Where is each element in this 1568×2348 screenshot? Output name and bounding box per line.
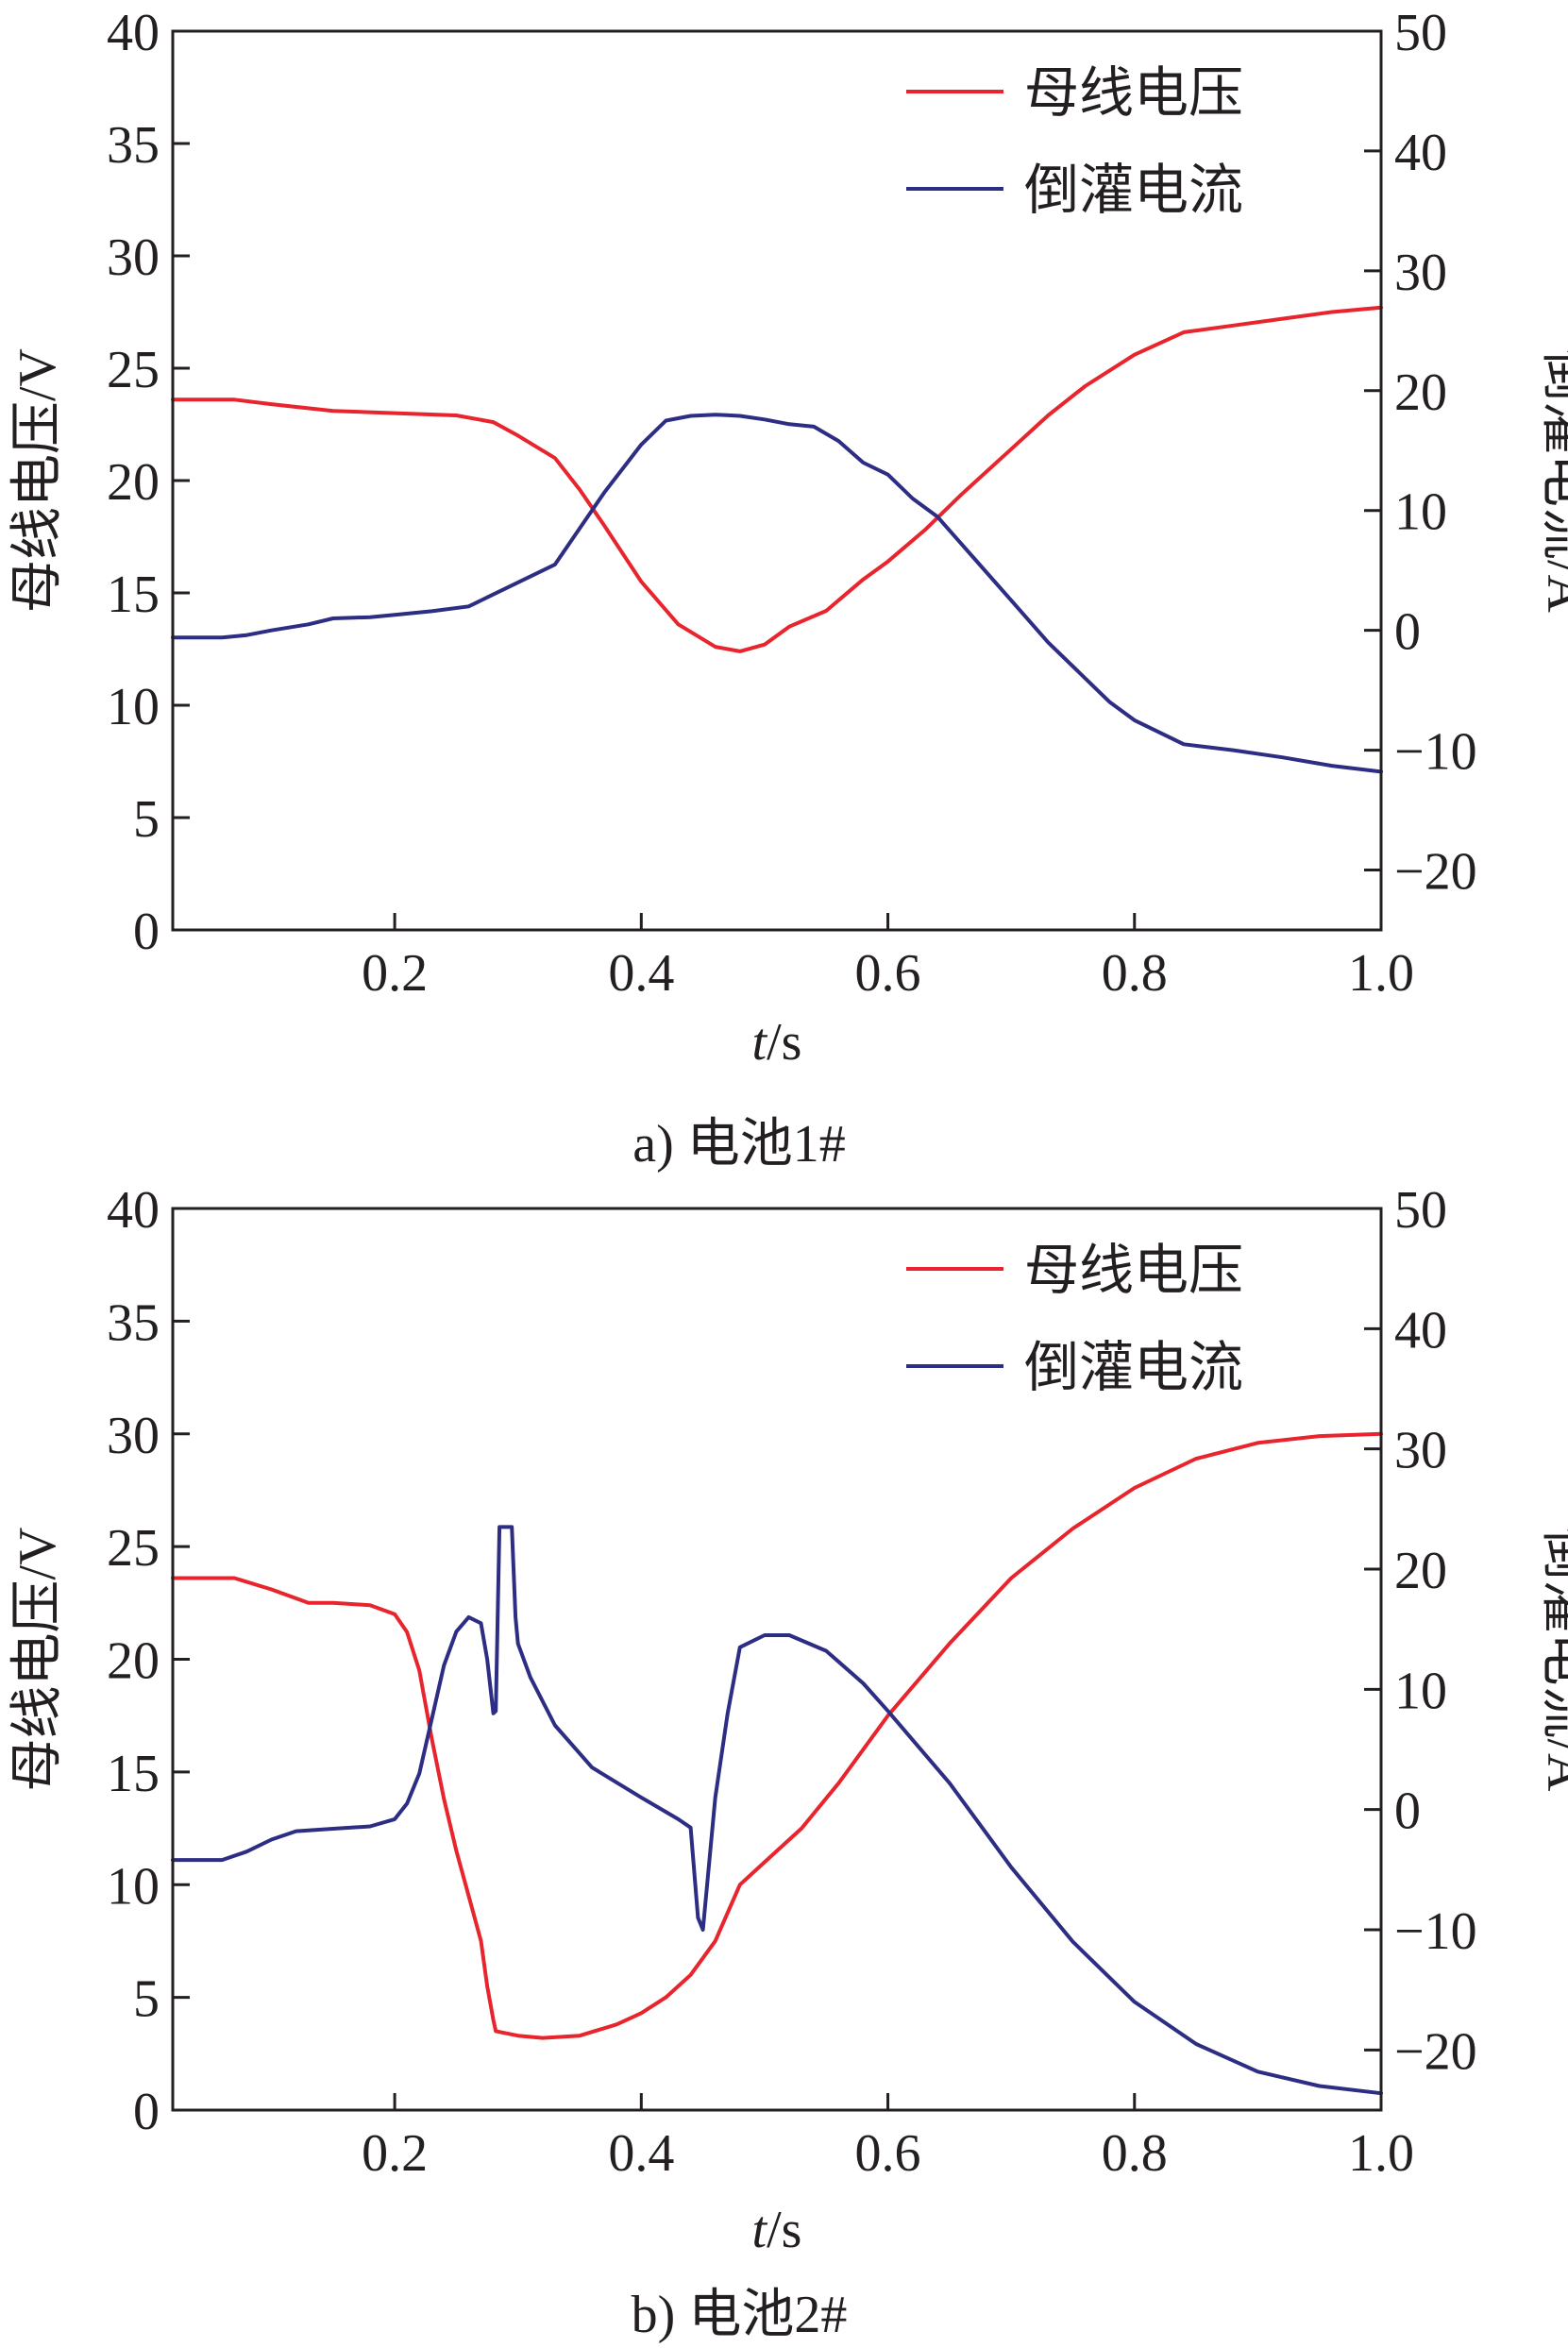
y2-tick-label: −10 xyxy=(1394,1902,1477,1961)
y2-tick-label: −20 xyxy=(1394,2022,1477,2081)
y-tick-label: 40 xyxy=(107,4,160,62)
left-axis-ticks: 0 5 10 15 20 25 30 35 40 xyxy=(107,4,190,961)
right-axis-title: 倒灌电流/A xyxy=(1536,348,1568,614)
y2-tick-label: 20 xyxy=(1394,363,1447,422)
y-tick-label: 0 xyxy=(133,2083,160,2141)
right-axis-title: 倒灌电流/A xyxy=(1536,1528,1568,1793)
left-axis-title: 母线电压/V xyxy=(8,1528,67,1792)
y2-tick-label: 40 xyxy=(1394,124,1447,182)
x-tick-label: 1.0 xyxy=(1348,944,1414,1003)
plot-area: 0.2 0.4 0.6 0.8 1.0 0 5 10 15 20 25 30 35 40 −20 −10 0… xyxy=(107,4,1477,1003)
y-tick-label: 10 xyxy=(107,678,160,736)
legend: 母线电压 倒灌电流 xyxy=(906,62,1243,221)
x-axis-title: t/s xyxy=(752,1013,802,1072)
legend-label-current: 倒灌电流 xyxy=(1024,160,1243,221)
y2-tick-label: 50 xyxy=(1394,4,1447,62)
y2-tick-label: 10 xyxy=(1394,1662,1447,1720)
y2-tick-label: 30 xyxy=(1394,1422,1447,1480)
y-tick-label: 30 xyxy=(107,228,160,287)
x-tick-label: 0.2 xyxy=(362,2124,428,2183)
y-tick-label: 35 xyxy=(107,1293,160,1352)
series-line-current xyxy=(171,1525,1383,2096)
x-axis-title-unit: /s xyxy=(767,2201,801,2259)
chart-caption: a) 电池1# xyxy=(632,1115,846,1174)
legend-label-voltage: 母线电压 xyxy=(1024,1240,1243,1301)
y-tick-label: 10 xyxy=(107,1857,160,1916)
plot-area: 0.2 0.4 0.6 0.8 1.0 0 5 10 15 20 25 30 35 40 −20 −10 0… xyxy=(107,1181,1477,2183)
x-tick-label: 0.6 xyxy=(855,2124,921,2183)
y2-tick-label: −10 xyxy=(1394,723,1477,782)
legend: 母线电压 倒灌电流 xyxy=(906,1240,1243,1398)
x-axis-title-var: t xyxy=(752,2201,768,2259)
y2-tick-label: 20 xyxy=(1394,1542,1447,1600)
y-tick-label: 20 xyxy=(107,453,160,512)
series-line-voltage xyxy=(171,305,1383,653)
x-tick-label: 0.4 xyxy=(608,2124,674,2183)
legend-label-voltage: 母线电压 xyxy=(1024,62,1243,124)
x-axis-ticks: 0.2 0.4 0.6 0.8 1.0 xyxy=(362,2093,1414,2183)
x-tick-label: 0.6 xyxy=(855,944,921,1003)
x-axis-title: t/s xyxy=(752,2201,802,2259)
x-axis-ticks: 0.2 0.4 0.6 0.8 1.0 xyxy=(362,913,1414,1003)
chart-b: 0.2 0.4 0.6 0.8 1.0 0 5 10 15 20 25 30 35 40 −20 −10 0… xyxy=(8,1181,1568,2344)
y2-tick-label: 10 xyxy=(1394,483,1447,542)
x-axis-title-unit: /s xyxy=(767,1013,801,1072)
y-tick-label: 30 xyxy=(107,1407,160,1465)
x-tick-label: 0.2 xyxy=(362,944,428,1003)
left-axis-title: 母线电压/V xyxy=(8,348,67,613)
series-layer xyxy=(171,1431,1383,2096)
x-tick-label: 1.0 xyxy=(1348,2124,1414,2183)
chart-caption: b) 电池2# xyxy=(632,2286,848,2344)
series-line-voltage xyxy=(171,1431,1383,2040)
series-layer xyxy=(171,305,1383,774)
y2-tick-label: −20 xyxy=(1394,843,1477,902)
y-tick-label: 0 xyxy=(133,903,160,961)
y2-tick-label: 50 xyxy=(1394,1181,1447,1240)
y-tick-label: 15 xyxy=(107,1745,160,1803)
y-tick-label: 5 xyxy=(133,1970,160,2029)
x-tick-label: 0.8 xyxy=(1102,944,1168,1003)
y-tick-label: 25 xyxy=(107,1519,160,1578)
y-tick-label: 40 xyxy=(107,1181,160,1240)
right-axis-ticks: −20 −10 0 10 20 30 40 50 xyxy=(1364,4,1477,902)
legend-label-current: 倒灌电流 xyxy=(1024,1337,1243,1398)
x-tick-label: 0.4 xyxy=(608,944,674,1003)
series-line-current xyxy=(171,413,1383,774)
x-axis-title-var: t xyxy=(752,1013,768,1072)
y-tick-label: 20 xyxy=(107,1632,160,1691)
y-tick-label: 35 xyxy=(107,116,160,175)
y-tick-label: 25 xyxy=(107,341,160,399)
y2-tick-label: 0 xyxy=(1394,603,1421,662)
y2-tick-label: 0 xyxy=(1394,1782,1421,1841)
chart-a: 0.2 0.4 0.6 0.8 1.0 0 5 10 15 20 25 30 35 40 −20 −10 0… xyxy=(8,4,1568,1174)
y-tick-label: 15 xyxy=(107,566,160,624)
y2-tick-label: 30 xyxy=(1394,244,1447,302)
y2-tick-label: 40 xyxy=(1394,1301,1447,1360)
x-tick-label: 0.8 xyxy=(1102,2124,1168,2183)
y-tick-label: 5 xyxy=(133,790,160,849)
left-axis-ticks: 0 5 10 15 20 25 30 35 40 xyxy=(107,1181,190,2141)
right-axis-ticks: −20 −10 0 10 20 30 40 50 xyxy=(1364,1181,1477,2081)
